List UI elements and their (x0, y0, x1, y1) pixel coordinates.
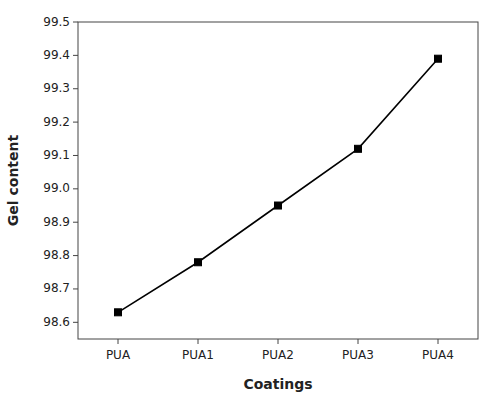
y-tick (73, 55, 78, 56)
series (115, 55, 442, 316)
x-tick-label: PUA1 (182, 348, 214, 362)
chart: 98.6 98.7 98.8 98.9 99.0 99.1 99.2 99.3 99.4 99.5… (0, 0, 500, 405)
x-tick-label: PUA2 (262, 348, 294, 362)
y-tick (73, 88, 78, 89)
y-tick-label: 98.9 (43, 215, 70, 229)
y-tick (73, 155, 78, 156)
y-axis: 98.6 98.7 98.8 98.9 99.0 99.1 99.2 99.3 99.4 99.5 (43, 15, 78, 329)
y-tick (73, 222, 78, 223)
y-tick (73, 122, 78, 123)
line (118, 59, 438, 313)
y-axis-label: Gel content (5, 134, 21, 226)
chart-container: 98.6 98.7 98.8 98.9 99.0 99.1 99.2 99.3 99.4 99.5… (0, 0, 500, 405)
marker (435, 55, 442, 62)
x-axis: PUA PUA1 PUA2 PUA3 PUA4 (106, 339, 454, 362)
x-tick (358, 339, 359, 344)
y-tick (73, 22, 78, 23)
marker (195, 259, 202, 266)
y-tick (73, 322, 78, 323)
y-tick-label: 99.0 (43, 181, 70, 195)
y-tick (73, 288, 78, 289)
y-tick (73, 255, 78, 256)
x-axis-label: Coatings (243, 376, 312, 392)
y-tick-label: 99.1 (43, 148, 70, 162)
x-tick-label: PUA (106, 348, 131, 362)
marker (115, 309, 122, 316)
x-tick (278, 339, 279, 344)
x-tick (198, 339, 199, 344)
y-tick-label: 98.7 (43, 281, 70, 295)
y-tick-label: 98.6 (43, 315, 70, 329)
y-tick-label: 99.4 (43, 48, 70, 62)
x-tick-label: PUA4 (422, 348, 454, 362)
marker (275, 202, 282, 209)
y-tick-label: 99.5 (43, 15, 70, 29)
x-tick (118, 339, 119, 344)
marker (355, 145, 362, 152)
y-tick-label: 99.2 (43, 115, 70, 129)
y-tick-label: 99.3 (43, 81, 70, 95)
x-tick-label: PUA3 (342, 348, 374, 362)
y-tick-label: 98.8 (43, 248, 70, 262)
x-tick (438, 339, 439, 344)
plot-frame (78, 22, 478, 339)
y-tick (73, 188, 78, 189)
